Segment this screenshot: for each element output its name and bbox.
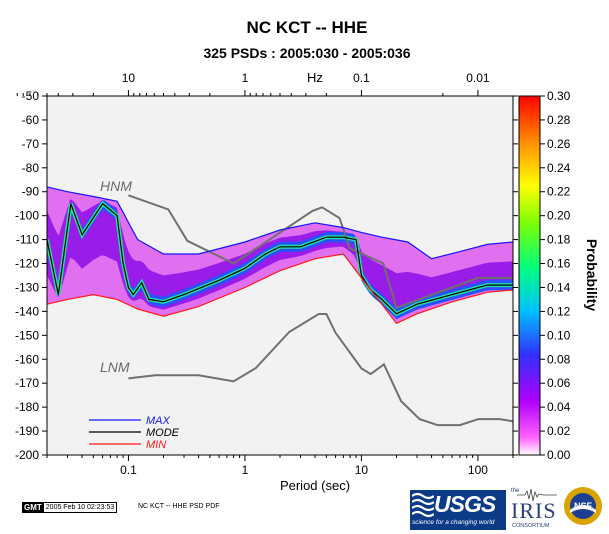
iris-consortium: CONSORTIUM: [512, 523, 550, 529]
footer-label: NC KCT -- HHE PSD PDF: [138, 503, 220, 510]
y-tick-label: -130: [15, 280, 39, 294]
y-tick-label: -190: [15, 424, 39, 438]
nsf-logo: NSF: [563, 486, 603, 526]
colorbar-tick-label: 0.20: [547, 209, 571, 223]
y-tick-label: -80: [22, 161, 40, 175]
y-tick-label: -60: [22, 113, 40, 127]
y-tick-label: -120: [15, 257, 39, 271]
nsf-seal-icon: NSF: [564, 487, 602, 525]
gmt-tag: GMT: [22, 502, 44, 513]
colorbar-tick-label: 0.06: [547, 376, 571, 390]
legend-max: MAX: [146, 415, 171, 427]
colorbar-tick-label: 0.12: [547, 304, 571, 318]
density-mid-band: [47, 199, 513, 320]
colorbar-ticks: 0.00 0.02 0.04 0.06 0.08 0.10 0.12 0.14 0.16 0.18…: [540, 89, 571, 462]
colorbar-tick-label: 0.00: [547, 448, 571, 462]
x-tick-label: 100: [468, 463, 488, 477]
y-tick-label: -170: [15, 376, 39, 390]
seismogram-icon: [517, 488, 557, 502]
min-line: [47, 253, 513, 325]
lnm-curve: [128, 313, 513, 427]
gmt-stamp: GMT 2005 Feb 10 02:23:53: [22, 502, 118, 513]
density-core-band: [47, 200, 513, 320]
colorbar-tick-label: 0.26: [547, 137, 571, 151]
legend-mode: MODE: [146, 427, 180, 439]
noise-models: [128, 194, 513, 427]
top-axis-label: Hz: [307, 70, 323, 85]
x-tick-label: 1: [242, 463, 249, 477]
x-axis-label: Period (sec): [280, 478, 350, 493]
mode-line: [47, 202, 513, 315]
statistic-lines: [47, 186, 513, 325]
colorbar-tick-label: 0.22: [547, 185, 571, 199]
colorbar-tick-label: 0.28: [547, 113, 571, 127]
colorbar-tick-label: 0.04: [547, 400, 571, 414]
colorbar-tick-label: 0.16: [547, 257, 571, 271]
lnm-label: LNM: [100, 359, 130, 375]
top-tick-label: 1: [242, 71, 249, 85]
colorbar-label: Probability: [584, 239, 600, 312]
legend: MAX MODE MIN: [89, 415, 180, 451]
y-tick-label: -140: [15, 304, 39, 318]
hnm-label: HNM: [100, 178, 132, 194]
chart-title: NC KCT -- HHE: [247, 18, 368, 37]
usgs-wave-icon: [412, 492, 434, 518]
iris-logo: the IRIS CONSORTIUM: [509, 486, 559, 532]
iris-word: IRIS: [511, 498, 557, 523]
top-tick-label: 0.1: [353, 71, 370, 85]
usgs-tagline: science for a changing world: [412, 519, 495, 526]
y-tick-label: -110: [16, 233, 39, 247]
x-tick-label: 0.1: [120, 463, 137, 477]
top-tick-label: 0.01: [466, 71, 490, 85]
chart-subtitle: 325 PSDs : 2005:030 - 2005:036: [203, 45, 410, 61]
y-tick-label: -160: [15, 352, 39, 366]
y-tick-label: -100: [15, 209, 39, 223]
max-line: [47, 186, 513, 260]
y-tick-label: -180: [15, 400, 39, 414]
y-tick-label: -200: [15, 448, 39, 462]
top-tick-label: 10: [122, 71, 136, 85]
colorbar-tick-label: 0.10: [547, 328, 571, 342]
colorbar-tick-label: 0.02: [547, 424, 571, 438]
axes: -50 -60 -70 -80 -90 -100 -110 -120 -130 -140 -150 -…: [15, 71, 518, 477]
colorbar-tick-label: 0.30: [547, 89, 571, 103]
colorbar-tick-label: 0.24: [547, 161, 571, 175]
x-tick-label: 10: [355, 463, 369, 477]
usgs-word: USGS: [434, 491, 496, 517]
colorbar: [518, 95, 541, 456]
iris-the: the: [511, 488, 520, 494]
y-tick-label: -70: [22, 137, 40, 151]
usgs-logo: USGS science for a changing world: [410, 490, 506, 530]
legend-min: MIN: [146, 439, 166, 451]
gmt-timestamp: 2005 Feb 10 02:23:53: [43, 502, 118, 513]
colorbar-tick-label: 0.14: [547, 280, 571, 294]
colorbar-tick-label: 0.18: [547, 233, 571, 247]
hnm-curve: [128, 194, 513, 310]
y-tick-label: -90: [22, 185, 40, 199]
y-tick-label: -50: [22, 89, 40, 103]
nsf-word: NSF: [574, 501, 593, 511]
y-tick-label: -150: [15, 328, 39, 342]
colorbar-tick-label: 0.08: [547, 352, 571, 366]
